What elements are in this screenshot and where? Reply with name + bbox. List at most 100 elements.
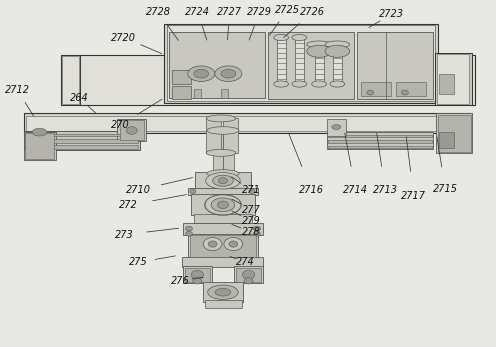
Bar bbox=[183, 223, 263, 235]
Ellipse shape bbox=[126, 127, 137, 134]
Ellipse shape bbox=[206, 150, 236, 156]
Ellipse shape bbox=[253, 226, 260, 231]
Bar bbox=[234, 266, 263, 283]
Bar bbox=[25, 133, 55, 159]
Text: 2726: 2726 bbox=[300, 7, 325, 17]
Text: 2725: 2725 bbox=[275, 5, 300, 15]
Text: 270: 270 bbox=[111, 120, 129, 130]
Text: 278: 278 bbox=[242, 227, 260, 237]
Ellipse shape bbox=[213, 175, 233, 186]
Ellipse shape bbox=[325, 45, 350, 57]
Text: 2729: 2729 bbox=[247, 7, 272, 17]
Bar bbox=[24, 132, 56, 160]
Ellipse shape bbox=[186, 226, 192, 231]
Bar bbox=[327, 132, 433, 150]
Ellipse shape bbox=[208, 285, 238, 299]
Bar bbox=[26, 116, 468, 131]
Bar bbox=[333, 43, 342, 81]
Text: 2715: 2715 bbox=[433, 184, 458, 194]
Bar bbox=[328, 146, 432, 149]
Bar bbox=[188, 188, 258, 195]
Bar bbox=[328, 140, 432, 143]
Ellipse shape bbox=[194, 69, 209, 78]
Text: 275: 275 bbox=[129, 257, 148, 267]
Ellipse shape bbox=[208, 241, 217, 247]
Bar bbox=[437, 54, 469, 104]
Ellipse shape bbox=[219, 178, 227, 184]
Ellipse shape bbox=[292, 81, 307, 87]
Bar bbox=[120, 120, 143, 140]
Bar bbox=[25, 145, 138, 149]
Text: 272: 272 bbox=[120, 200, 138, 210]
Ellipse shape bbox=[249, 189, 255, 194]
Bar bbox=[182, 257, 263, 267]
Bar bbox=[61, 55, 80, 105]
Text: 273: 273 bbox=[115, 230, 133, 240]
Bar bbox=[277, 39, 286, 81]
Bar bbox=[435, 53, 472, 105]
Text: 2716: 2716 bbox=[299, 185, 324, 195]
Text: 2717: 2717 bbox=[401, 191, 426, 201]
Bar bbox=[185, 268, 210, 282]
Text: 2710: 2710 bbox=[126, 185, 151, 195]
Ellipse shape bbox=[203, 238, 222, 251]
Text: 2723: 2723 bbox=[378, 9, 404, 19]
Ellipse shape bbox=[224, 238, 243, 251]
Bar bbox=[195, 172, 251, 189]
Text: 2728: 2728 bbox=[146, 7, 171, 17]
Ellipse shape bbox=[243, 270, 255, 279]
Text: 279: 279 bbox=[242, 216, 260, 226]
Bar bbox=[328, 135, 432, 137]
Bar bbox=[314, 43, 323, 81]
Bar bbox=[439, 74, 454, 94]
Bar bbox=[206, 118, 221, 153]
Bar bbox=[118, 119, 146, 141]
Ellipse shape bbox=[311, 81, 326, 87]
Bar bbox=[194, 89, 201, 98]
Ellipse shape bbox=[207, 127, 239, 134]
Bar bbox=[436, 113, 472, 153]
Text: 277: 277 bbox=[242, 205, 260, 215]
Bar bbox=[25, 139, 138, 143]
Bar bbox=[62, 56, 79, 104]
Bar bbox=[396, 82, 426, 96]
Text: 271: 271 bbox=[242, 185, 260, 195]
Bar bbox=[190, 235, 256, 257]
Text: 2714: 2714 bbox=[343, 185, 368, 195]
Ellipse shape bbox=[186, 231, 192, 236]
Bar bbox=[268, 32, 354, 100]
Bar bbox=[191, 194, 254, 215]
Ellipse shape bbox=[204, 195, 242, 215]
Ellipse shape bbox=[215, 288, 231, 296]
Text: 2720: 2720 bbox=[112, 33, 136, 43]
Ellipse shape bbox=[325, 41, 350, 48]
Ellipse shape bbox=[229, 241, 238, 247]
Ellipse shape bbox=[330, 81, 345, 87]
Ellipse shape bbox=[274, 81, 289, 87]
Ellipse shape bbox=[206, 172, 240, 189]
Ellipse shape bbox=[190, 189, 196, 194]
Ellipse shape bbox=[193, 278, 202, 284]
Bar bbox=[172, 86, 191, 100]
Bar bbox=[167, 25, 435, 101]
Bar bbox=[194, 214, 252, 225]
Ellipse shape bbox=[191, 270, 203, 279]
Ellipse shape bbox=[367, 90, 374, 95]
Text: 2724: 2724 bbox=[186, 7, 210, 17]
Ellipse shape bbox=[215, 66, 242, 82]
Ellipse shape bbox=[207, 170, 239, 177]
Ellipse shape bbox=[32, 128, 47, 136]
Bar bbox=[61, 55, 475, 105]
Text: 274: 274 bbox=[236, 257, 254, 267]
Bar bbox=[439, 132, 454, 148]
Ellipse shape bbox=[292, 34, 307, 41]
Ellipse shape bbox=[206, 115, 236, 122]
Bar bbox=[327, 119, 346, 136]
Text: 2727: 2727 bbox=[217, 7, 242, 17]
Bar bbox=[362, 82, 391, 96]
Bar bbox=[24, 113, 470, 133]
Bar bbox=[203, 281, 243, 302]
Bar bbox=[224, 130, 234, 174]
Bar bbox=[25, 134, 138, 136]
Bar bbox=[24, 131, 140, 150]
